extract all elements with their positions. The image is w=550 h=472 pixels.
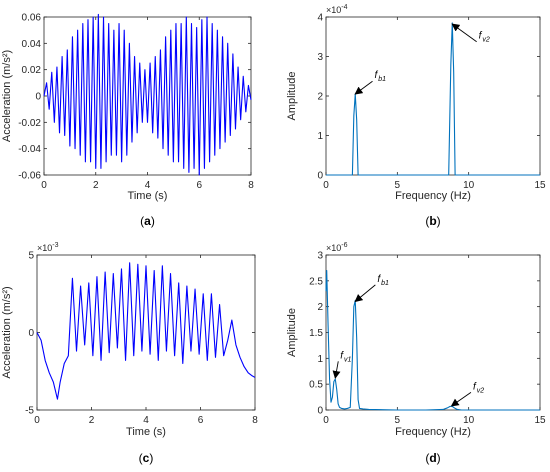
y-tick-label: -5 [25,406,34,417]
panel-label: (d) [425,451,440,465]
y-tick-label: 0.04 [22,39,42,50]
series-line [325,269,540,411]
x-tick-label: 2 [89,415,95,426]
y-tick-label: 2 [317,92,323,103]
x-tick-label: 5 [395,180,401,191]
y-tick-label: 0.02 [22,65,42,76]
y-axis-label: Acceleration (m/s²) [1,50,13,142]
y-exponent-label: ×10-3 [37,242,59,253]
y-tick-label: 5 [28,251,34,262]
x-tick-label: 4 [145,180,151,191]
y-tick-label: -0.06 [18,171,41,182]
annotation-arrow [332,361,341,379]
annotation-arrow [354,284,376,303]
y-tick-label: 1.5 [309,328,323,339]
chart-panel-a: 0 2 4 6 8 -0.06 -0.04 -0.02 0 0.02 0.04 0.06 Time (s… [1,13,254,229]
x-tick-label: 10 [463,415,475,426]
y-tick-label: 3 [317,251,323,262]
plot-frame [43,16,252,176]
annotation-label: fb1 [375,70,387,83]
y-tick-label: -0.02 [18,118,41,129]
series-line [43,13,252,176]
y-tick-label: 3 [317,52,323,63]
y-tick-label: 0.5 [309,380,323,391]
y-tick-label: -0.04 [18,144,41,155]
series-line [326,22,540,176]
y-exponent-label: ×10-4 [326,4,348,15]
x-tick-label: 6 [198,415,204,426]
y-tick-label: 2.5 [309,276,323,287]
y-axis-label: Amplitude [286,72,298,121]
x-tick-label: 4 [143,415,149,426]
x-axis-label: Time (s) [126,426,166,438]
x-tick-label: 10 [463,180,475,191]
y-tick-label: 2 [317,302,323,313]
annotation-arrow [354,80,373,95]
annotation-label: fv1 [340,350,351,363]
x-tick-label: 2 [93,180,99,191]
y-axis-label: Amplitude [286,308,298,357]
x-tick-label: 5 [395,415,401,426]
x-tick-label: 0 [34,415,40,426]
plot-frame [325,16,541,176]
y-exponent-label: ×10-6 [326,242,348,253]
x-tick-label: 8 [248,180,254,191]
panel-label: (a) [140,214,155,228]
y-tick-label: 0 [28,328,34,339]
y-tick-label: 0 [35,92,41,103]
annotation-arrow [451,23,477,43]
y-tick-label: 0 [317,171,323,182]
x-tick-label: 8 [252,415,258,426]
annotation-label: fv2 [479,31,490,44]
annotation-label: fv2 [473,381,484,394]
x-tick-label: 0 [323,180,329,191]
x-axis-label: Frequency (Hz) [395,426,471,438]
y-tick-label: 0 [317,406,323,417]
x-axis-label: Frequency (Hz) [395,190,471,202]
panel-label: (b) [425,214,440,228]
y-tick-label: 1 [317,354,323,365]
y-tick-label: 1 [317,131,323,142]
panel-label: (c) [139,451,154,465]
y-tick-label: 0.06 [22,13,42,24]
annotation-arrow [450,391,472,407]
series-line [36,262,256,400]
y-axis-label: Acceleration (m/s²) [1,286,13,378]
x-axis-label: Time (s) [128,190,168,202]
x-tick-label: 6 [196,180,202,191]
chart-panel-d: 0 5 10 15 0 0.5 1 1.5 2 2.5 3×10-6 Frequency (Hz) Am… [286,242,546,465]
chart-panel-b: 0 5 10 15 0 1 2 3 4×10-4 Frequency (Hz) Amplitude (… [286,4,546,228]
y-tick-label: 4 [317,13,323,24]
annotation-label: fb1 [377,274,389,287]
x-tick-label: 0 [323,415,329,426]
x-tick-label: 0 [41,180,47,191]
x-tick-label: 15 [534,415,546,426]
x-tick-label: 15 [534,180,546,191]
